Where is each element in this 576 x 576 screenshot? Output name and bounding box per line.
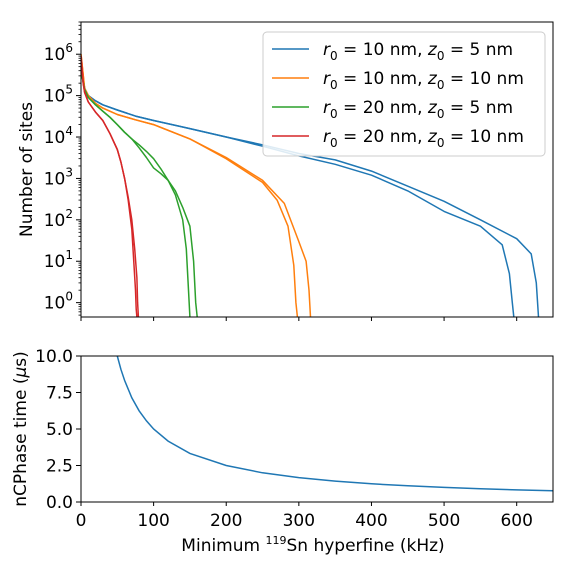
tick-exponent: 5: [65, 83, 73, 97]
legend-text-part: = 5 nm: [444, 98, 513, 118]
legend-text-part: 0: [330, 49, 338, 63]
legend-text-part: = 20 nm,: [338, 98, 428, 118]
top-series-2-trace-b: [81, 54, 312, 317]
tick-exponent: 1: [65, 248, 73, 262]
legend-label-2: r0 = 10 nm, z0 = 10 nm: [323, 69, 524, 92]
bottom-x-tick-label: 400: [355, 511, 387, 531]
legend-text-part: = 10 nm: [444, 127, 523, 147]
bottom-y-ticks: 0.0 2.5 5.0 7.5 10.0: [35, 347, 81, 513]
top-y-tick-label: 104: [44, 124, 73, 148]
top-series-group: [81, 54, 540, 317]
legend-text-part: = 20 nm,: [338, 127, 428, 147]
bottom-y-label-pre: nCPhase time (: [11, 378, 31, 507]
bottom-series-line: [116, 356, 553, 492]
bottom-x-tick-label: 100: [137, 511, 169, 531]
legend-text-part: 0: [330, 107, 338, 121]
legend-text-part: = 10 nm,: [338, 69, 428, 89]
bottom-x-label-pre: Minimum: [181, 536, 265, 556]
legend-text-part: r: [323, 40, 331, 60]
bottom-x-label-post: Sn hyperfine (kHz): [286, 536, 444, 556]
top-y-axis-label: Number of sites: [17, 102, 37, 237]
top-series-4-trace-a: [81, 56, 138, 317]
bottom-x-tick-label: 500: [428, 511, 460, 531]
legend-text-part: z: [427, 69, 438, 89]
legend-text-part: r: [323, 69, 331, 89]
bottom-y-tick-label: 7.5: [46, 384, 73, 404]
bottom-y-axis-label: nCPhase time (μs): [11, 351, 31, 507]
legend-text-part: z: [427, 127, 438, 147]
bottom-x-tick-label: 200: [210, 511, 242, 531]
legend-text-part: = 10 nm,: [338, 40, 428, 60]
bottom-x-tick-label: 0: [76, 511, 87, 531]
legend-text-part: r: [323, 127, 331, 147]
tick-exponent: 0: [65, 290, 73, 304]
legend-text-part: r: [323, 98, 331, 118]
legend-text-part: z: [427, 98, 438, 118]
legend-box: [262, 31, 546, 157]
top-y-tick-label: 100: [44, 290, 73, 314]
legend-label-4: r0 = 20 nm, z0 = 10 nm: [323, 127, 524, 150]
top-y-tick-label: 102: [44, 207, 73, 231]
tick-mantissa: 10: [44, 45, 66, 65]
legend-text-part: = 10 nm: [444, 69, 523, 89]
bottom-y-label-post: s): [11, 351, 31, 367]
top-plot-frame: [80, 21, 554, 318]
legend-text-part: 0: [437, 107, 445, 121]
top-series-3-trace-b: [81, 70, 198, 317]
tick-exponent: 6: [65, 41, 73, 55]
tick-exponent: 2: [65, 207, 73, 221]
legend-label-1: r0 = 10 nm, z0 = 5 nm: [323, 40, 513, 63]
bottom-x-tick-label: 300: [283, 511, 315, 531]
tick-exponent: 3: [65, 165, 73, 179]
top-y-tick-label: 103: [44, 165, 73, 189]
bottom-x-axis-label: Minimum 119Sn hyperfine (kHz): [181, 534, 444, 556]
tick-mantissa: 10: [44, 87, 66, 107]
top-x-ticks: [80, 317, 518, 321]
legend-text-part: 0: [330, 136, 338, 150]
tick-mantissa: 10: [44, 169, 66, 189]
bottom-x-ticks: 0 100 200 300 400 500 600: [76, 502, 533, 531]
top-y-tick-label: 101: [44, 248, 73, 272]
bottom-series-group: [116, 356, 553, 492]
bottom-chart-panel: 0 100 200 300 400 500 600 0.0 2.5 5.0 7.5 10.0 nCP…: [11, 347, 554, 556]
top-y-tick-label: 106: [44, 41, 73, 65]
bottom-x-label-sup: 119: [265, 534, 286, 547]
legend-text-part: 0: [437, 136, 445, 150]
tick-mantissa: 10: [44, 294, 66, 314]
bottom-y-tick-label: 0.0: [46, 493, 73, 513]
top-y-tick-label: 105: [44, 83, 73, 107]
bottom-y-tick-label: 2.5: [46, 457, 73, 477]
bottom-y-tick-label: 10.0: [35, 347, 73, 367]
tick-mantissa: 10: [44, 128, 66, 148]
legend-text-part: z: [427, 40, 438, 60]
tick-mantissa: 10: [44, 211, 66, 231]
legend-text-part: 0: [437, 78, 445, 92]
bottom-x-tick-label: 600: [500, 511, 532, 531]
tick-mantissa: 10: [44, 252, 66, 272]
legend-text-part: 0: [437, 49, 445, 63]
legend-text-part: 0: [330, 78, 338, 92]
bottom-y-label-mu: μ: [11, 367, 31, 379]
top-series-4-trace-b: [81, 56, 140, 317]
bottom-y-tick-label: 5.0: [46, 420, 73, 440]
tick-exponent: 4: [65, 124, 73, 138]
legend-text-part: = 5 nm: [444, 40, 513, 60]
legend-label-3: r0 = 20 nm, z0 = 5 nm: [323, 98, 513, 121]
